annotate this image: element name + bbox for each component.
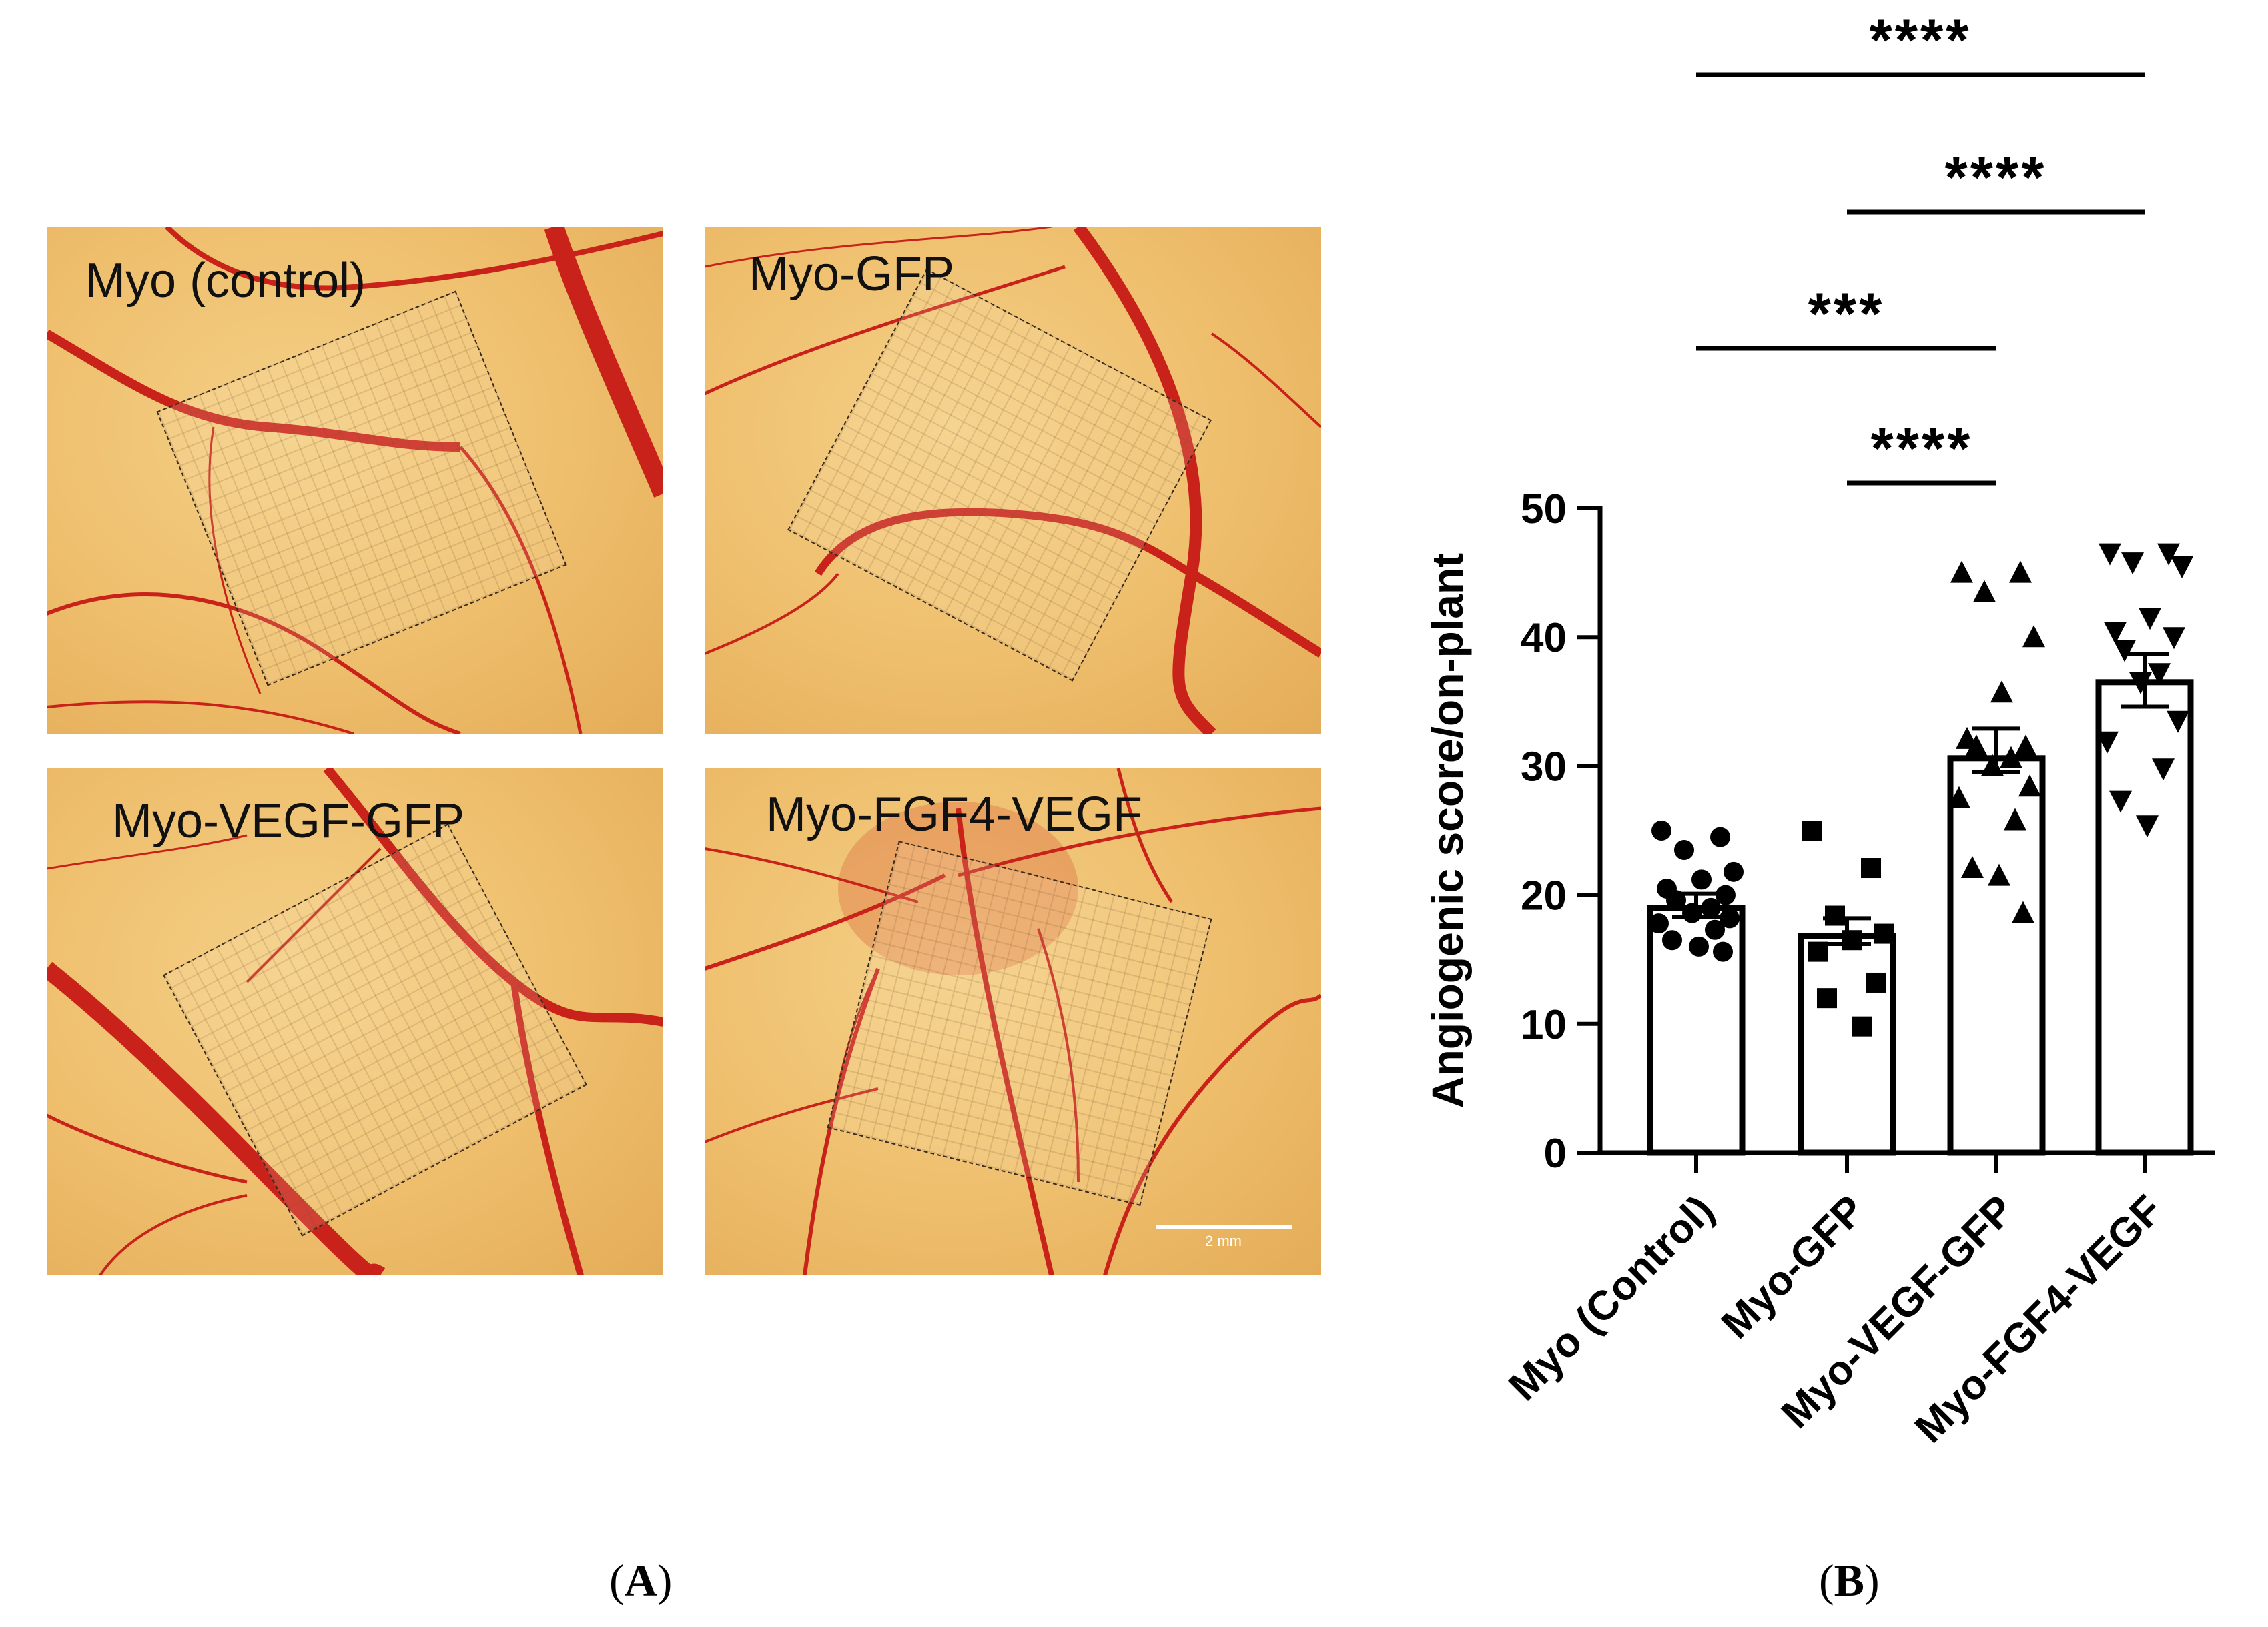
data-point-triangle-down (2163, 627, 2185, 650)
scale-bar-label: 2 mm (1205, 1233, 1242, 1249)
bar (1798, 933, 1896, 1156)
data-point-triangle-down (2152, 758, 2175, 781)
data-point-circle (1716, 885, 1736, 905)
data-point-triangle-down (2104, 622, 2127, 644)
significance-label: **** (1871, 415, 1973, 481)
y-tick-label: 50 (1521, 486, 1567, 532)
data-point-circle (1724, 861, 1744, 882)
data-point-triangle-up (1990, 680, 2013, 703)
y-tick-label: 0 (1544, 1131, 1567, 1177)
bar (1947, 755, 2046, 1156)
blood-vessels-image (705, 227, 1321, 734)
x-tick-label: Myo (Control) (1500, 1187, 1723, 1410)
y-axis-label: Angiogenic score/on-plant (1423, 553, 1472, 1108)
data-point-triangle-down (2113, 640, 2136, 662)
panel-b-caption: (B) (1819, 1554, 1880, 1607)
data-point-triangle-up (1950, 560, 1973, 583)
caption-close-paren: ) (657, 1555, 673, 1606)
photo-label: Myo-FGF4-VEGF (766, 788, 1143, 841)
x-tick-label: Myo-FGF4-VEGF (1906, 1187, 2171, 1452)
data-point-square (1852, 1016, 1872, 1037)
data-point-circle (1649, 913, 1669, 934)
data-point-square (1817, 988, 1837, 1009)
blood-vessels-image (705, 768, 1321, 1275)
data-point-triangle-down (2099, 543, 2121, 566)
data-point-circle (1651, 821, 1671, 841)
cam-photo-myo-fgf4-vegf: Myo-FGF4-VEGF (705, 768, 1321, 1275)
significance-label: *** (1808, 280, 1885, 346)
cam-photo-myo-control: Myo (control) (47, 227, 663, 734)
scale-bar (1156, 1225, 1292, 1229)
caption-open-paren: ( (609, 1555, 625, 1606)
data-point-circle (1701, 897, 1721, 918)
data-point-triangle-down (2096, 731, 2119, 754)
data-point-triangle-down (2121, 552, 2144, 575)
data-point-triangle-down (2171, 556, 2193, 578)
data-point-circle (1710, 827, 1730, 847)
caption-open-paren: ( (1819, 1555, 1834, 1606)
data-point-triangle-up (1965, 734, 1988, 757)
data-point-circle (1689, 936, 1709, 957)
x-tick-label: Myo-GFP (1713, 1187, 1874, 1347)
data-point-triangle-up (1961, 856, 1984, 879)
blood-vessels-image (47, 768, 663, 1275)
data-point-triangle-up (1973, 580, 1996, 602)
data-point-circle (1691, 869, 1712, 890)
data-point-triangle-up (2009, 560, 2032, 583)
data-point-triangle-up (2012, 901, 2034, 923)
data-point-triangle-up (2014, 734, 2037, 757)
data-point-triangle-up (1988, 863, 2010, 886)
data-point-square (1874, 923, 1894, 944)
cam-photo-myo-vegf-gfp: Myo-VEGF-GFP (47, 768, 663, 1275)
data-point-square (1825, 905, 1845, 926)
caption-close-paren: ) (1864, 1555, 1880, 1606)
data-point-circle (1662, 930, 1682, 951)
cam-photo-myo-gfp: Myo-GFP (705, 227, 1321, 734)
significance-label: **** (1870, 7, 1972, 73)
blood-vessels-image (47, 227, 663, 734)
data-point-triangle-down (2136, 815, 2159, 838)
data-point-triangle-up (2004, 808, 2026, 831)
data-point-square (1866, 972, 1886, 993)
data-point-square (1861, 858, 1881, 879)
caption-letter: B (1834, 1555, 1865, 1606)
panel-a-caption: (A) (609, 1554, 672, 1607)
data-point-circle (1682, 903, 1702, 923)
y-tick-label: 20 (1521, 873, 1567, 919)
data-point-circle (1713, 941, 1733, 962)
photo-label: Myo-GFP (749, 247, 955, 301)
photo-label: Myo (control) (85, 254, 366, 308)
data-point-circle (1674, 839, 1694, 860)
y-tick-label: 10 (1521, 1002, 1567, 1048)
data-point-triangle-down (2109, 790, 2132, 813)
data-point-circle (1705, 919, 1725, 940)
data-point-triangle-up (2022, 625, 2045, 648)
data-point-triangle-down (2167, 710, 2189, 733)
caption-letter: A (624, 1555, 657, 1606)
data-point-triangle-down (2148, 663, 2171, 686)
data-point-triangle-up (2000, 746, 2022, 768)
significance-label: **** (1945, 144, 2047, 210)
bar (2095, 679, 2194, 1156)
y-tick-label: 30 (1521, 744, 1567, 790)
data-point-square (1802, 821, 1822, 841)
data-point-triangle-up (2018, 774, 2041, 797)
y-tick-label: 40 (1521, 615, 1567, 661)
data-point-triangle-down (2157, 543, 2180, 566)
data-point-triangle-down (2139, 608, 2161, 630)
photo-label: Myo-VEGF-GFP (112, 794, 465, 848)
data-point-triangle-up (1948, 786, 1970, 808)
data-point-circle (1720, 908, 1740, 929)
